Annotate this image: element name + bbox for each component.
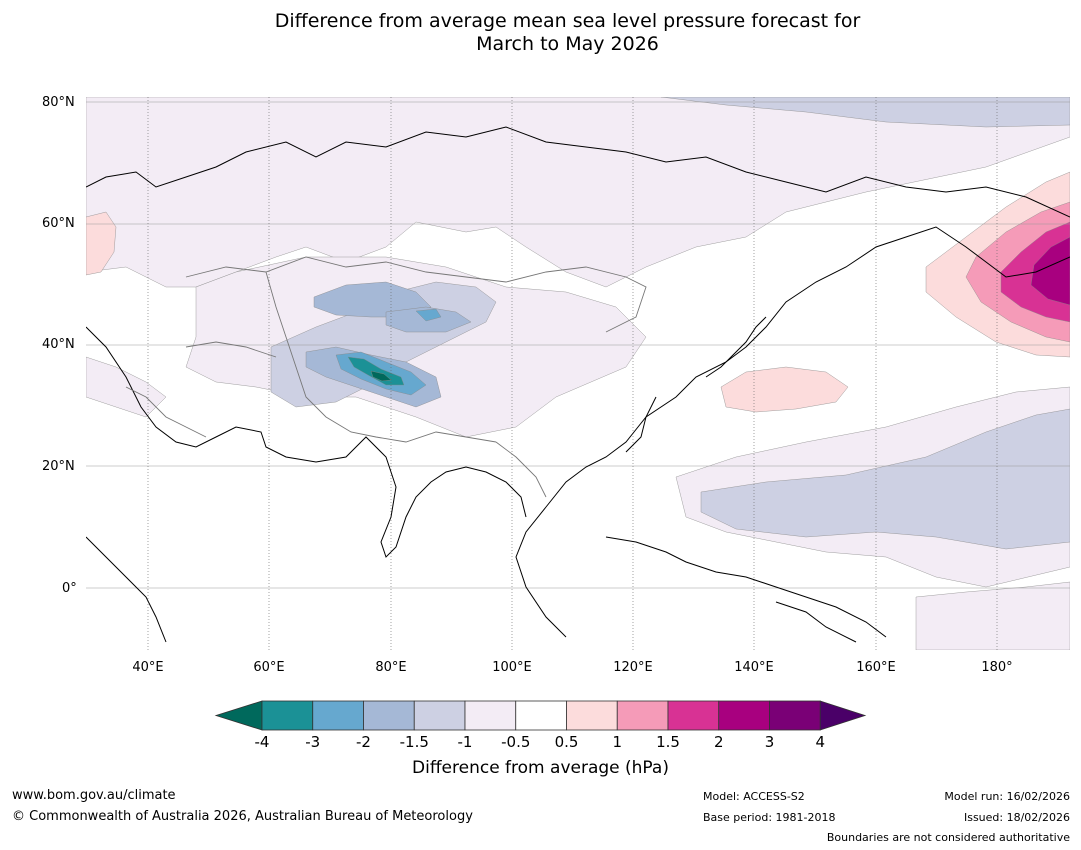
anomaly-neg-4-region	[370, 370, 392, 382]
graticule	[86, 101, 1070, 589]
colorbar-tick: -4	[254, 733, 270, 751]
colorbar-tick: -0.5	[501, 733, 531, 751]
lon-label-40e: 40°E	[132, 660, 164, 675]
colorbar-tick: -1.5	[399, 733, 429, 751]
anomaly-pos-2-region	[1030, 236, 1070, 306]
colorbar-swatch-2	[312, 700, 364, 731]
lon-label-80e: 80°E	[375, 660, 407, 675]
colorbar-swatch-6	[515, 700, 567, 731]
colorbar-tick: -2	[356, 733, 371, 751]
colorbar-swatch-10	[718, 700, 770, 731]
model-run-text: Model run: 16/02/2026	[944, 790, 1070, 803]
anomaly-neg-0-5-region	[86, 97, 1070, 650]
lat-label-80n: 80°N	[42, 95, 75, 110]
colorbar-tick: -1	[457, 733, 473, 751]
colorbar-swatch-4	[413, 700, 466, 731]
lon-label-140e: 140°E	[734, 660, 774, 675]
colorbar-title: Difference from average (hPa)	[412, 758, 669, 778]
lat-label-equator: 0°	[62, 581, 77, 596]
disclaimer-text: Boundaries are not considered authoritat…	[826, 831, 1070, 844]
colorbar-swatch-11	[769, 700, 821, 731]
lon-label-160e: 160°E	[856, 660, 896, 675]
colorbar-swatch-7	[566, 700, 618, 731]
colorbar-tick: 3	[764, 733, 775, 751]
lon-label-180: 180°	[981, 660, 1013, 675]
colorbar-tick: 1.5	[656, 733, 680, 751]
title-line-1: Difference from average mean sea level p…	[274, 10, 861, 32]
colorbar-tick: 4	[815, 733, 826, 751]
lon-label-100e: 100°E	[492, 660, 532, 675]
lon-label-120e: 120°E	[613, 660, 653, 675]
meridians	[147, 97, 998, 650]
map-area	[86, 97, 1070, 650]
coastlines	[86, 126, 1070, 643]
colorbar-tick: -3	[305, 733, 321, 751]
colorbar-swatch-3	[363, 700, 415, 731]
lat-label-40n: 40°N	[42, 337, 75, 352]
colorbar-max-arrow	[819, 700, 867, 731]
base-period-text: Base period: 1981-2018	[703, 811, 836, 824]
map-svg	[86, 97, 1070, 650]
colorbar-swatch-5	[464, 700, 517, 731]
anomaly-neg-3-region	[347, 356, 405, 386]
copyright-text: © Commonwealth of Australia 2026, Austra…	[12, 809, 473, 824]
colorbar-min-arrow	[214, 700, 263, 731]
model-text: Model: ACCESS-S2	[703, 790, 805, 803]
colorbar-swatch-1	[261, 700, 314, 731]
colorbar-tick: 1	[612, 733, 623, 751]
title-line-2: March to May 2026	[476, 33, 659, 55]
chart-title: Difference from average mean sea level p…	[0, 10, 1081, 56]
colorbar-tick: 2	[713, 733, 724, 751]
colorbar-tick: 0.5	[554, 733, 579, 751]
issued-text: Issued: 18/02/2026	[963, 811, 1070, 824]
country-borders	[125, 256, 647, 498]
lon-label-60e: 60°E	[253, 660, 285, 675]
colorbar-swatch-8	[616, 700, 669, 731]
lat-label-60n: 60°N	[42, 216, 75, 231]
colorbar-swatch-9	[667, 700, 720, 731]
website-link[interactable]: www.bom.gov.au/climate	[12, 788, 176, 803]
lat-label-20n: 20°N	[42, 459, 75, 474]
